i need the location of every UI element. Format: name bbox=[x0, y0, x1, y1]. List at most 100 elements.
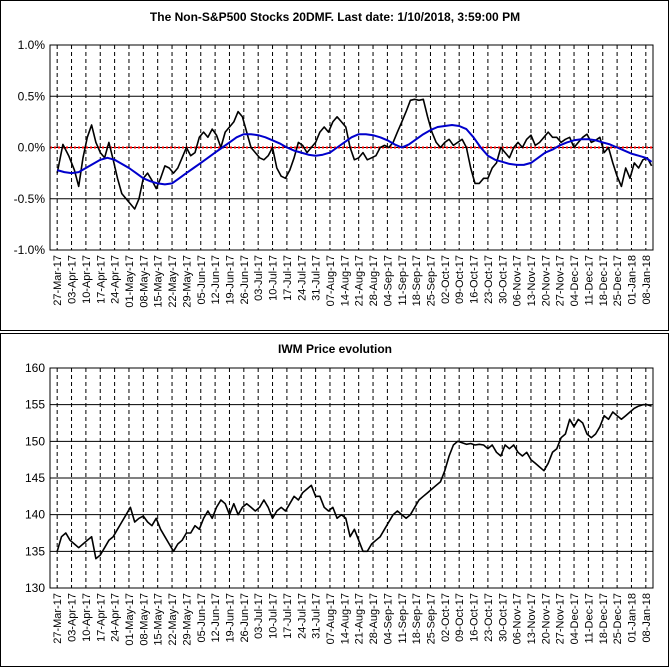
x-tick-label: 17-Jul-17 bbox=[282, 255, 294, 301]
x-tick-label: 16-Oct-17 bbox=[469, 255, 481, 304]
x-tick-label: 25-Sep-17 bbox=[425, 255, 437, 306]
x-tick-label: 11-Sep-17 bbox=[397, 593, 409, 644]
x-tick-label: 02-Oct-17 bbox=[440, 593, 452, 642]
x-tick-label: 08-May-17 bbox=[138, 255, 150, 308]
x-tick-label: 17-Apr-17 bbox=[95, 255, 107, 304]
chart-title: IWM Price evolution bbox=[278, 342, 392, 356]
x-tick-label: 29-May-17 bbox=[181, 593, 193, 646]
panel-top bbox=[0, 0, 669, 331]
y-tick-label: 155 bbox=[25, 398, 45, 412]
x-tick-label: 19-Jun-17 bbox=[224, 593, 236, 643]
chart-iwm-price: IWM Price evolution 130 135 140 145 150 155 16… bbox=[25, 342, 654, 646]
x-tick-label: 20-Nov-17 bbox=[540, 593, 552, 644]
x-tick-label: 20-Nov-17 bbox=[540, 255, 552, 306]
x-tick-label: 03-Apr-17 bbox=[67, 255, 79, 304]
x-tick-label: 24-Apr-17 bbox=[110, 593, 122, 642]
plot-area bbox=[49, 367, 654, 589]
series-line bbox=[56, 403, 652, 560]
x-tick-label: 12-Jun-17 bbox=[210, 593, 222, 643]
x-tick-label: 05-Jun-17 bbox=[196, 593, 208, 643]
x-tick-label: 10-Jul-17 bbox=[268, 255, 280, 301]
y-tick-label: 140 bbox=[25, 508, 45, 522]
x-tick-label: 04-Dec-17 bbox=[569, 255, 581, 306]
x-tick-label: 24-Apr-17 bbox=[110, 255, 122, 304]
x-tick-label: 18-Dec-17 bbox=[598, 593, 610, 644]
x-tick-label: 27-Nov-17 bbox=[555, 255, 567, 306]
x-tick-label: 11-Dec-17 bbox=[583, 255, 595, 306]
x-tick-label: 28-Aug-17 bbox=[368, 593, 380, 644]
x-tick-label: 02-Oct-17 bbox=[440, 255, 452, 304]
x-tick-label: 03-Jul-17 bbox=[253, 255, 265, 301]
x-tick-label: 25-Dec-17 bbox=[612, 593, 624, 644]
series-line bbox=[56, 124, 653, 186]
chart-title: The Non-S&P500 Stocks 20DMF. Last date: … bbox=[150, 10, 520, 24]
x-tick-label: 14-Aug-17 bbox=[339, 593, 351, 644]
x-tick-label: 22-May-17 bbox=[167, 593, 179, 646]
x-tick-label: 17-Jul-17 bbox=[282, 593, 294, 639]
x-tick-label: 18-Sep-17 bbox=[411, 593, 423, 644]
x-tick-label: 12-Jun-17 bbox=[210, 255, 222, 305]
y-tick-label: -0.5% bbox=[14, 192, 46, 206]
x-tick-label: 06-Nov-17 bbox=[512, 255, 524, 306]
x-tick-label: 04-Sep-17 bbox=[382, 593, 394, 644]
x-tick-label: 06-Nov-17 bbox=[512, 593, 524, 644]
y-tick-label: 135 bbox=[25, 544, 45, 558]
x-tick-label: 09-Oct-17 bbox=[454, 255, 466, 304]
x-tick-label: 11-Dec-17 bbox=[583, 593, 595, 644]
x-tick-label: 23-Oct-17 bbox=[483, 255, 495, 304]
x-tick-label: 14-Aug-17 bbox=[339, 255, 351, 306]
x-tick-label: 25-Dec-17 bbox=[612, 255, 624, 306]
x-tick-label: 01-May-17 bbox=[124, 255, 136, 308]
x-tick-label: 27-Mar-17 bbox=[52, 593, 64, 644]
x-tick-label: 28-Aug-17 bbox=[368, 255, 380, 306]
chart-20dmf: The Non-S&P500 Stocks 20DMF. Last date: … bbox=[14, 10, 654, 308]
x-tick-label: 10-Apr-17 bbox=[81, 593, 93, 642]
y-tick-label: 1.0% bbox=[18, 38, 46, 52]
x-tick-label: 30-Oct-17 bbox=[497, 593, 509, 642]
x-tick-label: 01-Jan-18 bbox=[626, 255, 638, 305]
x-tick-label: 04-Sep-17 bbox=[382, 255, 394, 306]
x-tick-label: 04-Dec-17 bbox=[569, 593, 581, 644]
x-tick-label: 17-Apr-17 bbox=[95, 593, 107, 642]
x-tick-label: 31-Jul-17 bbox=[311, 255, 323, 301]
x-tick-label: 01-Jan-18 bbox=[626, 593, 638, 643]
x-tick-label: 19-Jun-17 bbox=[224, 255, 236, 305]
x-tick-label: 08-May-17 bbox=[138, 593, 150, 646]
series-line bbox=[56, 98, 653, 210]
x-tick-label: 11-Sep-17 bbox=[397, 255, 409, 306]
x-tick-label: 09-Oct-17 bbox=[454, 593, 466, 642]
x-tick-label: 10-Apr-17 bbox=[81, 255, 93, 304]
x-tick-label: 22-May-17 bbox=[167, 255, 179, 308]
x-tick-label: 08-Jan-18 bbox=[641, 255, 653, 305]
y-tick-label: -1.0% bbox=[14, 243, 46, 257]
y-tick-label: 145 bbox=[25, 471, 45, 485]
x-tick-label: 13-Nov-17 bbox=[526, 593, 538, 644]
x-tick-label: 16-Oct-17 bbox=[469, 593, 481, 642]
x-tick-label: 03-Apr-17 bbox=[67, 593, 79, 642]
x-tick-label: 26-Jun-17 bbox=[239, 255, 251, 305]
x-tick-label: 18-Sep-17 bbox=[411, 255, 423, 306]
x-tick-label: 18-Dec-17 bbox=[598, 255, 610, 306]
x-tick-label: 24-Jul-17 bbox=[296, 593, 308, 639]
x-tick-label: 13-Nov-17 bbox=[526, 255, 538, 306]
x-tick-label: 01-May-17 bbox=[124, 593, 136, 646]
y-tick-label: 160 bbox=[25, 361, 45, 375]
x-tick-label: 29-May-17 bbox=[181, 255, 193, 308]
x-tick-label: 27-Mar-17 bbox=[52, 255, 64, 306]
x-tick-label: 05-Jun-17 bbox=[196, 255, 208, 305]
x-tick-label: 30-Oct-17 bbox=[497, 255, 509, 304]
x-tick-label: 10-Jul-17 bbox=[268, 593, 280, 639]
y-tick-label: 0.5% bbox=[18, 89, 46, 103]
x-tick-label: 31-Jul-17 bbox=[311, 593, 323, 639]
x-tick-label: 15-May-17 bbox=[153, 255, 165, 308]
x-tick-label: 21-Aug-17 bbox=[354, 593, 366, 644]
y-tick-label: 0.0% bbox=[18, 141, 46, 155]
x-tick-label: 26-Jun-17 bbox=[239, 593, 251, 643]
x-tick-label: 24-Jul-17 bbox=[296, 255, 308, 301]
plot-area bbox=[49, 44, 654, 251]
x-tick-label: 25-Sep-17 bbox=[425, 593, 437, 644]
x-tick-label: 15-May-17 bbox=[153, 593, 165, 646]
x-tick-label: 03-Jul-17 bbox=[253, 593, 265, 639]
x-tick-label: 23-Oct-17 bbox=[483, 593, 495, 642]
